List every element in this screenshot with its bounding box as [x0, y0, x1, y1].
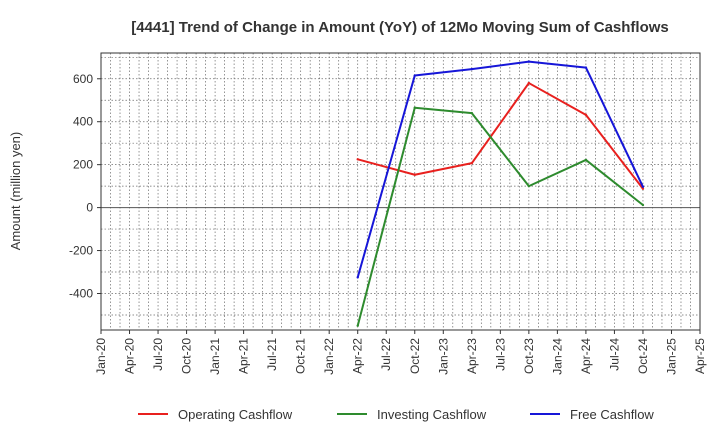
- series-line-operating-cashflow: [357, 82, 644, 190]
- x-tick-label: Apr-22: [351, 338, 365, 374]
- y-tick-label: -400: [69, 286, 93, 300]
- legend: Operating Cashflow Investing Cashflow Free…: [138, 407, 654, 422]
- x-tick-label: Oct-23: [522, 338, 536, 374]
- plot-area: 600 400 200 0 -200 -400 Jan-20 Apr-20 Jul-20 Oct-…: [69, 52, 707, 375]
- data-point: [413, 74, 416, 77]
- data-point: [584, 66, 588, 69]
- legend-label: Investing Cashflow: [377, 407, 487, 422]
- data-point: [413, 106, 416, 109]
- data-point: [641, 203, 645, 207]
- y-tick-label: 200: [73, 158, 93, 172]
- series-line-free-cashflow: [356, 60, 644, 278]
- data-point: [470, 161, 474, 165]
- y-tick-label: -200: [69, 244, 93, 258]
- data-point: [584, 158, 588, 162]
- x-tick-label: Jan-25: [664, 338, 678, 375]
- x-tick-label: Oct-24: [636, 338, 650, 374]
- x-tick-label: Jul-24: [607, 338, 621, 371]
- x-tick-label: Oct-20: [180, 338, 194, 374]
- x-tick-label: Jan-20: [94, 338, 108, 375]
- data-point: [470, 67, 474, 71]
- x-tick-label: Jul-23: [493, 338, 507, 371]
- y-tick-label: 600: [73, 72, 93, 86]
- data-point: [470, 111, 474, 115]
- chart-title: [4441] Trend of Change in Amount (YoY) o…: [131, 19, 669, 36]
- x-tick-label: Oct-22: [408, 338, 422, 374]
- data-point: [356, 276, 359, 279]
- data-point: [584, 113, 588, 117]
- x-tick-label: Jan-23: [436, 338, 450, 375]
- data-point: [527, 60, 531, 63]
- y-axis-label: Amount (million yen): [8, 132, 23, 251]
- x-tick-label: Apr-23: [465, 338, 479, 374]
- data-point: [527, 81, 531, 85]
- x-tick-label: Apr-24: [579, 338, 593, 374]
- data-point: [356, 158, 359, 161]
- y-tick-label: 400: [73, 115, 93, 129]
- x-tick-label: Apr-20: [123, 338, 137, 374]
- series-line-investing-cashflow: [356, 106, 644, 326]
- plot-frame: [100, 52, 701, 331]
- legend-label: Free Cashflow: [570, 407, 654, 422]
- data-point: [356, 324, 359, 327]
- x-tick-label: Jan-22: [322, 338, 336, 375]
- legend-label: Operating Cashflow: [178, 407, 293, 422]
- x-tick-label: Apr-21: [237, 338, 251, 374]
- x-tick-label: Apr-25: [693, 338, 707, 374]
- data-point: [413, 173, 416, 176]
- x-tick-label: Jan-24: [550, 338, 564, 375]
- data-point: [641, 185, 645, 188]
- data-point: [641, 187, 645, 190]
- x-tick-label: Jul-20: [151, 338, 165, 371]
- x-tick-label: Oct-21: [294, 338, 308, 374]
- x-tick-label: Jul-22: [379, 338, 393, 371]
- y-tick-label: 0: [86, 201, 93, 215]
- data-point: [527, 184, 531, 188]
- x-tick-label: Jul-21: [265, 338, 279, 371]
- x-tick-label: Jan-21: [208, 338, 222, 375]
